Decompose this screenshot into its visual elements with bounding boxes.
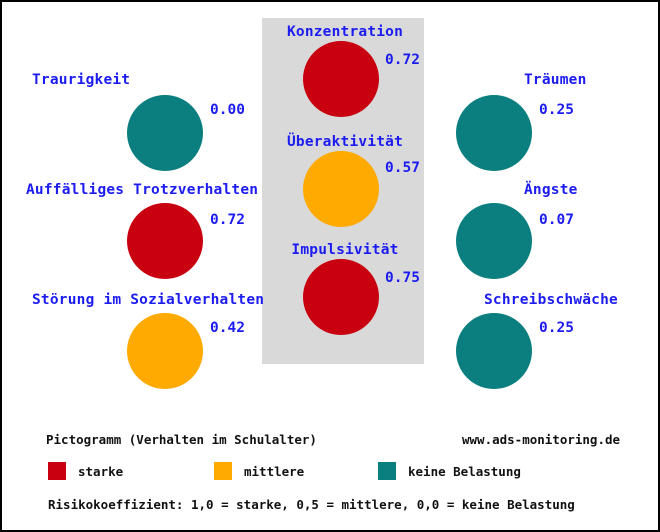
item-circle-impulsivität xyxy=(303,259,379,335)
website-label: www.ads-monitoring.de xyxy=(462,432,621,447)
risk-coefficient-note: Risikokoeffizient: 1,0 = starke, 0,5 = m… xyxy=(48,497,575,512)
item-label-schreibschwäche: Schreibschwäche xyxy=(484,292,618,308)
item-circle-traurigkeit xyxy=(127,95,203,171)
item-value-störung-im-sozialverhalten: 0.42 xyxy=(210,320,245,336)
item-value-traurigkeit: 0.00 xyxy=(210,102,245,118)
legend-label-starke: starke xyxy=(78,464,124,479)
item-label-konzentration: Konzentration xyxy=(286,24,404,40)
item-label-auffälliges-trotzverhalten: Auffälliges Trotzverhalten xyxy=(26,182,259,198)
legend-swatch-keine xyxy=(378,462,396,480)
legend-label-keine: keine Belastung xyxy=(408,464,521,479)
item-value-ängste: 0.07 xyxy=(539,212,574,228)
item-circle-ängste xyxy=(456,203,532,279)
item-label-ängste: Ängste xyxy=(524,182,578,198)
item-label-traurigkeit: Traurigkeit xyxy=(32,72,131,88)
item-circle-schreibschwäche xyxy=(456,313,532,389)
item-value-impulsivität: 0.75 xyxy=(385,270,420,286)
legend-label-mittlere: mittlere xyxy=(244,464,305,479)
chart-title: Pictogramm (Verhalten im Schulalter) xyxy=(46,432,317,447)
item-circle-träumen xyxy=(456,95,532,171)
item-label-störung-im-sozialverhalten: Störung im Sozialverhalten xyxy=(32,292,265,308)
item-value-träumen: 0.25 xyxy=(539,102,574,118)
item-label-träumen: Träumen xyxy=(524,72,587,88)
legend-swatch-starke xyxy=(48,462,66,480)
item-value-konzentration: 0.72 xyxy=(385,52,420,68)
item-label-überaktivität: Überaktivität xyxy=(286,134,404,150)
item-value-überaktivität: 0.57 xyxy=(385,160,420,176)
item-value-schreibschwäche: 0.25 xyxy=(539,320,574,336)
item-circle-konzentration xyxy=(303,41,379,117)
item-circle-auffälliges-trotzverhalten xyxy=(127,203,203,279)
item-label-impulsivität: Impulsivität xyxy=(291,242,399,258)
legend-swatch-mittlere xyxy=(214,462,232,480)
item-circle-überaktivität xyxy=(303,151,379,227)
item-circle-störung-im-sozialverhalten xyxy=(127,313,203,389)
item-value-auffälliges-trotzverhalten: 0.72 xyxy=(210,212,245,228)
